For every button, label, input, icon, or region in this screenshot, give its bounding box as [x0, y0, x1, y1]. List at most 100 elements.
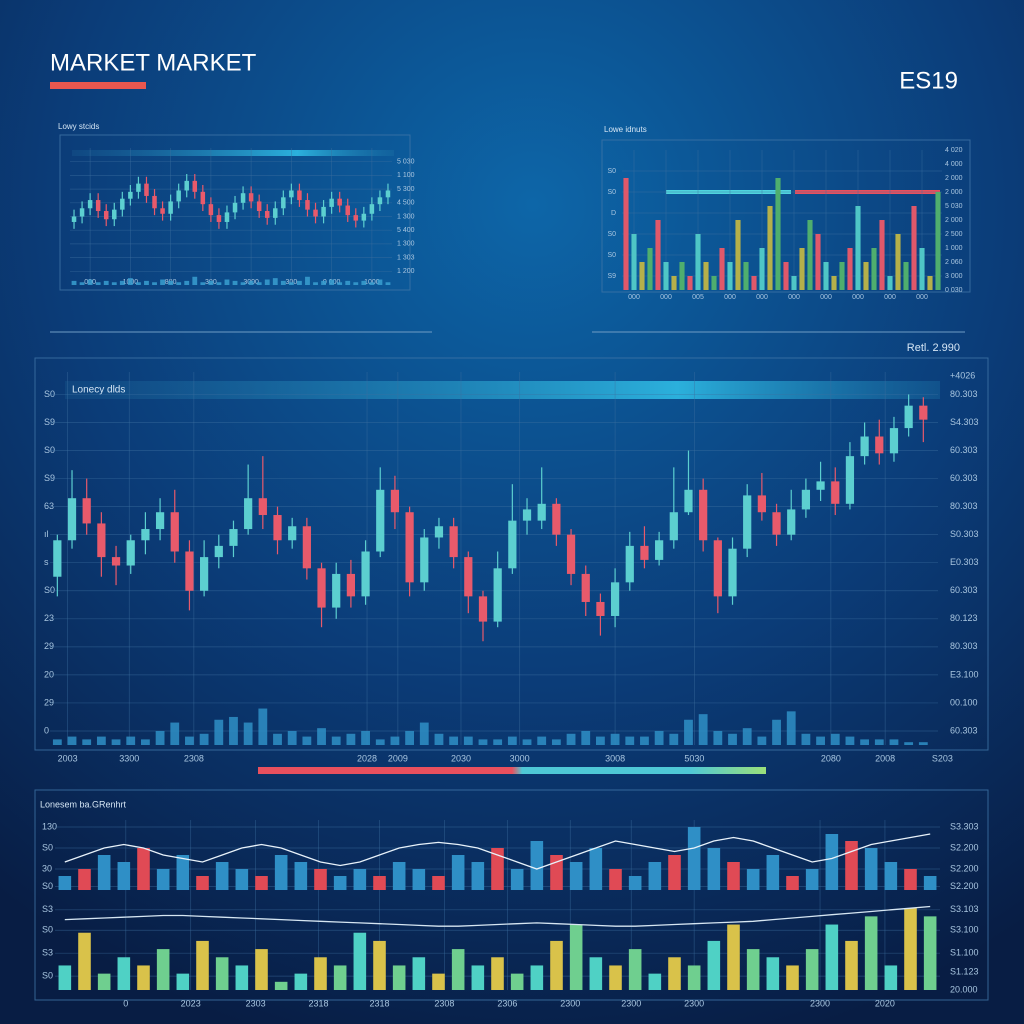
- volume-bar: [103, 280, 109, 285]
- candle-body: [53, 540, 62, 577]
- panel-frame: [601, 139, 971, 293]
- bar: [668, 855, 681, 890]
- bar: [412, 869, 426, 890]
- bar: [78, 932, 91, 990]
- candle-body: [192, 180, 198, 192]
- volume-bar: [168, 280, 174, 285]
- candle-body: [229, 529, 238, 546]
- candle-body: [289, 190, 294, 198]
- bar: [663, 262, 669, 290]
- bar: [235, 869, 249, 890]
- bar: [825, 834, 839, 890]
- volume-bar: [329, 279, 335, 285]
- volume-bar: [79, 282, 85, 285]
- x-tick-label: 2023: [181, 998, 201, 1008]
- volume-bar: [331, 736, 341, 745]
- candle-body: [713, 540, 722, 597]
- x-tick-label: 2009: [388, 753, 408, 763]
- bar: [799, 248, 805, 290]
- volume-bar: [119, 280, 125, 285]
- candle-body: [144, 183, 149, 196]
- volume-bar: [669, 733, 679, 745]
- bar: [373, 876, 386, 890]
- candle-body: [369, 204, 375, 214]
- candle-body: [281, 197, 286, 209]
- volume-bar: [522, 739, 532, 745]
- candle-body: [919, 405, 928, 420]
- candle-body: [493, 568, 502, 622]
- candle-body: [831, 481, 840, 504]
- y2-tick-label: S3.103: [950, 904, 979, 914]
- volume-bar: [786, 711, 796, 745]
- x-tick-label: 2318: [309, 998, 329, 1008]
- bar: [510, 869, 524, 890]
- volume-bar: [654, 730, 664, 745]
- candle-body: [288, 526, 297, 541]
- x-tick-label: 000: [724, 294, 736, 301]
- y2-tick-label: 1 100: [397, 172, 415, 179]
- y-tick-label: S0: [607, 252, 616, 259]
- chart-title: Lonesem ba.GRenhrt: [40, 799, 127, 809]
- y-tick-label: 23: [44, 613, 54, 623]
- bar: [668, 957, 681, 990]
- candle-body: [757, 495, 766, 513]
- bar: [727, 924, 740, 990]
- candle-body: [200, 557, 209, 591]
- y2-tick-label: 80.123: [950, 613, 978, 623]
- volume-bar: [95, 282, 101, 285]
- volume-bar: [698, 714, 708, 745]
- volume-bar: [434, 733, 444, 745]
- candle-body: [464, 557, 473, 597]
- candle-body: [95, 200, 101, 212]
- panel-header-bar: [72, 150, 394, 156]
- candle-body: [103, 211, 109, 220]
- bar: [353, 932, 367, 990]
- candle-body: [640, 545, 649, 560]
- candle-body: [361, 213, 367, 221]
- volume-bar: [240, 282, 246, 285]
- volume-bar: [160, 279, 165, 285]
- candle-body: [361, 551, 370, 597]
- y-tick-label: S3: [42, 948, 53, 958]
- x-tick-label: 000: [884, 294, 896, 301]
- candle-body: [772, 512, 781, 535]
- y-tick-label: 29: [44, 697, 54, 707]
- bar: [707, 848, 721, 890]
- bar: [707, 940, 721, 990]
- volume-bar: [232, 280, 238, 285]
- candle-body: [845, 456, 855, 504]
- volume-bar: [208, 280, 214, 285]
- volume-bar: [214, 719, 224, 745]
- volume-bar: [317, 728, 326, 745]
- candle-body: [128, 191, 133, 199]
- bar: [855, 206, 861, 290]
- y-tick-label: 0: [44, 725, 49, 735]
- x-tick-label: 005: [692, 294, 704, 301]
- bar: [746, 869, 760, 890]
- y2-tick-label: 1 000: [945, 245, 963, 252]
- candle-body: [875, 436, 884, 454]
- bar: [530, 841, 544, 890]
- candle-body: [405, 512, 414, 583]
- bar: [687, 827, 701, 890]
- bar: [97, 973, 111, 990]
- candle-body: [904, 405, 913, 429]
- y-tick-label: 130: [42, 821, 57, 831]
- bar: [679, 262, 685, 290]
- bar: [687, 965, 701, 990]
- x-tick-label: 2020: [875, 998, 895, 1008]
- bar: [471, 965, 485, 990]
- bar: [412, 957, 426, 990]
- candle-body: [244, 498, 253, 530]
- bar: [215, 862, 229, 890]
- bar: [735, 220, 741, 290]
- x-tick-label: 0: [123, 998, 128, 1008]
- y-tick-label: S0: [44, 389, 55, 399]
- volume-bar: [566, 733, 576, 745]
- bar: [807, 220, 813, 290]
- bar: [623, 178, 629, 290]
- candle-body: [264, 211, 270, 218]
- y2-tick-label: S3.100: [950, 925, 979, 935]
- volume-bar: [313, 282, 318, 285]
